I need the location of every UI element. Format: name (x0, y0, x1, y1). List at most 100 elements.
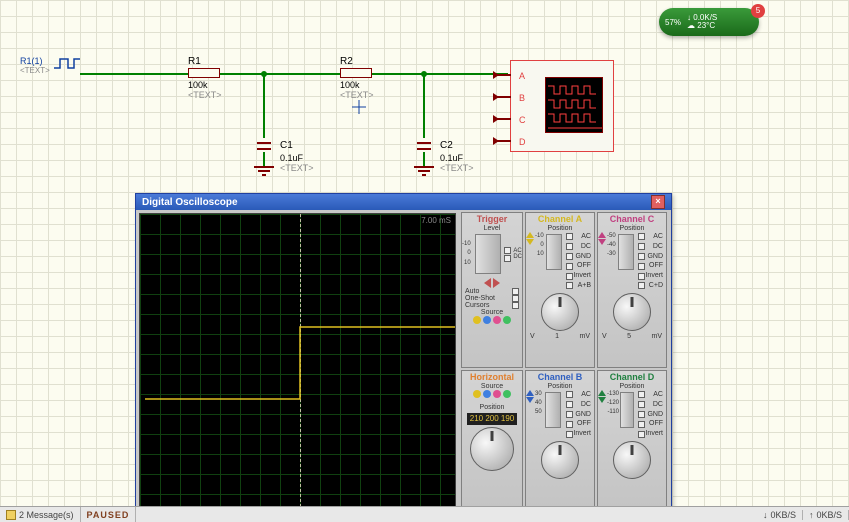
ch-b-position-dial[interactable] (545, 392, 561, 428)
pos-down-button[interactable] (526, 239, 534, 245)
channel-d-panel: Channel D Position -130 -120 -110 AC (597, 370, 667, 510)
ch-d-ac[interactable] (638, 391, 645, 398)
ch-d-range-knob[interactable] (613, 441, 651, 479)
ch-c-range-knob[interactable] (613, 293, 651, 331)
ch-a-aplusb[interactable] (566, 282, 573, 289)
pos-up-button[interactable] (526, 390, 534, 396)
coupling-ac-chk[interactable] (504, 247, 511, 254)
wire (263, 74, 265, 138)
pos-up-button[interactable] (598, 390, 606, 396)
warning-icon (6, 510, 16, 520)
oscilloscope-controls: Trigger Level -10 0 10 ACDC (459, 210, 671, 521)
oscilloscope-window[interactable]: Digital Oscilloscope × 7.00 mS Trigger L… (135, 193, 672, 522)
ch-a-off[interactable] (566, 263, 573, 270)
resistor-r2[interactable] (340, 68, 372, 78)
oscilloscope-display[interactable]: 7.00 mS (139, 213, 456, 518)
edge-rising-icon[interactable] (493, 278, 500, 288)
ch-c-invert[interactable] (638, 273, 645, 280)
mode-auto-chk[interactable] (512, 288, 519, 295)
horiz-source-dots[interactable] (462, 390, 522, 400)
placement-cursor-icon (352, 100, 366, 114)
pos-up-button[interactable] (526, 232, 534, 238)
ch-a-ac[interactable] (566, 233, 573, 240)
messages-label: 2 Message(s) (19, 510, 74, 520)
mode-oneshot-chk[interactable] (512, 295, 519, 302)
channel-c-panel: Channel C Position -50 -40 -30 AC (597, 212, 667, 368)
scope-pin-d[interactable] (497, 140, 511, 142)
ch-b-dc[interactable] (566, 401, 573, 408)
ch-d-invert[interactable] (638, 431, 645, 438)
oscilloscope-instrument[interactable]: A B C D (510, 60, 614, 152)
messages-button[interactable]: 2 Message(s) (0, 507, 81, 522)
trigger-source-label: Source (462, 309, 522, 316)
c1-text: <TEXT> (280, 163, 314, 173)
trigger-panel: Trigger Level -10 0 10 ACDC (461, 212, 523, 368)
ch-a-gnd[interactable] (566, 253, 573, 260)
wire (220, 73, 340, 75)
r1-text: <TEXT> (188, 90, 222, 100)
wire (372, 73, 508, 75)
ch-b-title: Channel B (526, 371, 594, 383)
weather-temp: ☁ 23°C (687, 22, 717, 30)
wire (423, 74, 425, 138)
pos-down-button[interactable] (598, 397, 606, 403)
ch-a-invert[interactable] (566, 273, 573, 280)
ch-c-off[interactable] (638, 263, 645, 270)
scope-pin-a[interactable] (497, 74, 511, 76)
channel-a-panel: Channel A Position -10 0 10 AC (525, 212, 595, 368)
ch-a-dc[interactable] (566, 243, 573, 250)
ch-c-cplusd[interactable] (638, 282, 645, 289)
edge-falling-icon[interactable] (484, 278, 491, 288)
system-monitor-widget[interactable]: 57% ↓ 0.0K/S ☁ 23°C 5 (659, 8, 759, 36)
c1-value: 0.1uF (280, 153, 303, 163)
ch-d-position-dial[interactable] (620, 392, 634, 428)
trigger-level-dial[interactable] (475, 234, 501, 274)
wire (80, 73, 188, 75)
pos-up-button[interactable] (598, 232, 606, 238)
trigger-source-dots[interactable] (462, 316, 522, 326)
mode-cursors-chk[interactable] (512, 302, 519, 309)
pos-down-button[interactable] (526, 397, 534, 403)
ch-b-off[interactable] (566, 421, 573, 428)
signal-source[interactable]: R1(1) <TEXT> (20, 56, 50, 75)
resistor-r1[interactable] (188, 68, 220, 78)
ch-c-dc[interactable] (638, 243, 645, 250)
horizontal-panel: Horizontal Source Position 210 200 190 (461, 370, 523, 510)
ch-c-gnd[interactable] (638, 253, 645, 260)
notification-badge[interactable]: 5 (751, 4, 765, 18)
close-button[interactable]: × (651, 195, 665, 209)
ch-b-gnd[interactable] (566, 411, 573, 418)
timebase-knob[interactable] (470, 427, 514, 471)
r2-ref: R2 (340, 56, 353, 67)
c1-ref: C1 (280, 140, 293, 151)
ch-d-gnd[interactable] (638, 411, 645, 418)
c2-value: 0.1uF (440, 153, 463, 163)
pos-down-button[interactable] (598, 239, 606, 245)
wire (263, 152, 265, 166)
scope-ch-d-label: D (519, 137, 526, 147)
net-up: ↑ 0KB/S (803, 510, 849, 520)
scope-ch-c-label: C (519, 115, 526, 125)
scope-pin-b[interactable] (497, 96, 511, 98)
oscilloscope-titlebar[interactable]: Digital Oscilloscope × (136, 194, 671, 210)
ch-b-invert[interactable] (566, 431, 573, 438)
ch-b-ac[interactable] (566, 391, 573, 398)
trace-ch-a (140, 214, 455, 517)
ch-d-off[interactable] (638, 421, 645, 428)
ch-d-dc[interactable] (638, 401, 645, 408)
horiz-title: Horizontal (462, 371, 522, 383)
ground-symbol (414, 166, 434, 178)
ch-a-position-dial[interactable] (546, 234, 562, 270)
ch-a-range-knob[interactable] (541, 293, 579, 331)
scope-pin-c[interactable] (497, 118, 511, 120)
ground-symbol (254, 166, 274, 178)
scope-mini-screen (545, 77, 603, 133)
coupling-dc-chk[interactable] (504, 255, 511, 262)
ch-b-range-knob[interactable] (541, 441, 579, 479)
r1-value: 100k (188, 80, 208, 90)
ch-a-title: Channel A (526, 213, 594, 225)
sim-state: PAUSED (81, 507, 137, 522)
source-text: <TEXT> (20, 66, 50, 75)
ch-c-position-dial[interactable] (618, 234, 634, 270)
ch-c-ac[interactable] (638, 233, 645, 240)
